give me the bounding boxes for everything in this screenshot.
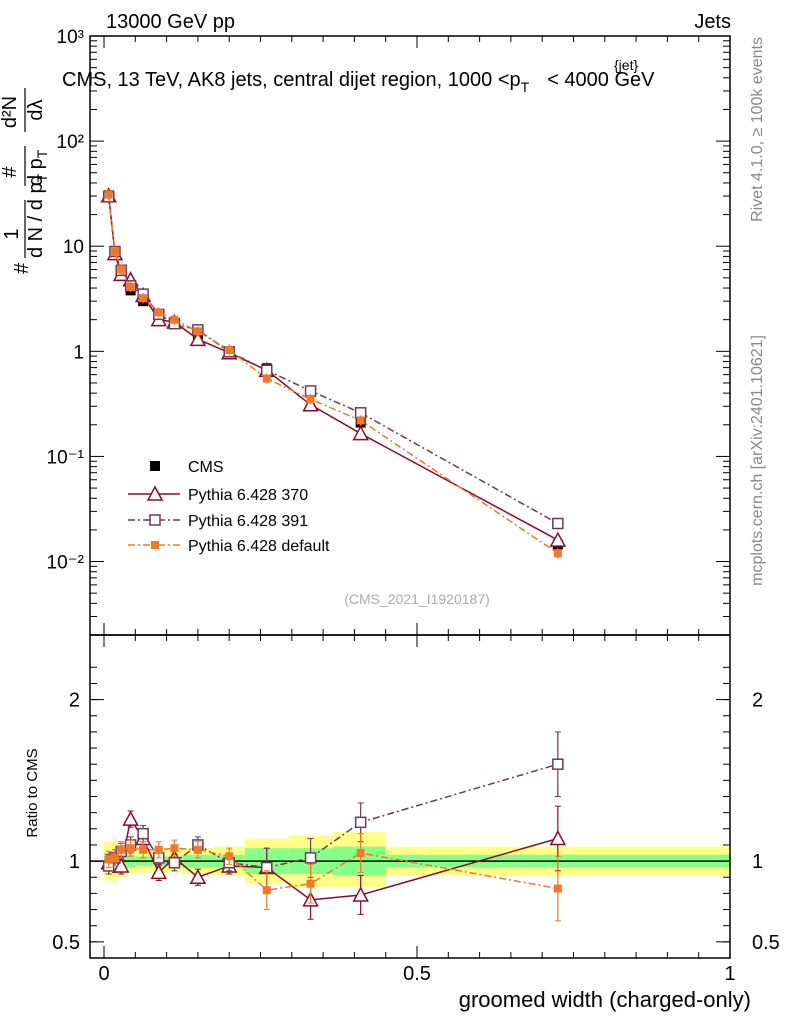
legend: CMS Pythia 6.428 370 Pythia 6.428 391 Py… (128, 459, 330, 555)
x-axis-label: groomed width (charged-only) (459, 987, 751, 1012)
y-tick-label: 10 (63, 237, 84, 258)
ratio-point-2 (304, 852, 317, 864)
legend-label-391: Pythia 6.428 391 (188, 513, 308, 530)
ratio-point-3 (306, 879, 315, 888)
ratio-point-3 (356, 849, 365, 858)
ratio-point-3 (104, 855, 113, 864)
x-tick-label: 0.5 (403, 963, 431, 985)
data-point-3 (104, 190, 113, 199)
ratio-y-right-label: 0.5 (752, 932, 780, 954)
category-label: Jets (694, 11, 731, 33)
series-line-3 (107, 194, 559, 554)
data-point-1 (549, 531, 567, 547)
data-point-2 (552, 517, 564, 530)
analysis-id: (CMS_2021_I1920187) (344, 591, 490, 607)
legend-marker-cms (150, 461, 160, 471)
data-point-3 (306, 395, 315, 404)
main-frame (89, 35, 731, 636)
mcplots-label: mcplots.cern.ch [arXiv:2401.10621] (749, 335, 766, 586)
data-point-3 (553, 549, 562, 558)
main-plot: 10⁻² 10⁻¹ 1 10 10² 10³ (47, 27, 731, 958)
legend-marker-370 (146, 485, 164, 501)
ylabel-num: 1 (1, 228, 23, 239)
y-tick-label: 1 (73, 342, 84, 363)
data-point-3 (126, 282, 135, 291)
x-tick-label: 1 (724, 963, 735, 985)
legend-label-default: Pythia 6.428 default (188, 538, 330, 555)
ratio-y-tick-label: 0.5 (52, 932, 80, 954)
series-line-2 (107, 196, 559, 525)
data-point-3 (262, 374, 271, 383)
chart-title: CMS, 13 TeV, AK8 jets, central dijet reg… (62, 69, 655, 95)
ratio-point-3 (170, 844, 179, 853)
legend-marker-391 (149, 514, 161, 526)
beam-label: 13000 GeV pp (106, 11, 235, 33)
ratio-point-3 (154, 845, 163, 854)
ratio-point-3 (553, 884, 562, 893)
ratio-point-1 (150, 863, 168, 880)
ratio-point-1 (189, 868, 207, 884)
data-point-3 (356, 416, 365, 425)
ratio-point-2 (168, 856, 181, 869)
data-point-3 (154, 308, 163, 317)
ratio-point-3 (139, 845, 148, 854)
y-tick-label: 10² (57, 132, 84, 153)
ylabel-den: d N / d pT (25, 173, 50, 258)
ylabel-den3: dλ (25, 99, 47, 120)
ratio-point-3 (110, 853, 119, 862)
ratio-ylabel: Ratio to CMS (24, 748, 41, 837)
data-point-3 (110, 247, 119, 256)
ratio-point-3 (225, 852, 234, 861)
y-tick-label: 10³ (57, 27, 84, 48)
rivet-version-label: Rivet 4.1.0, ≥ 100k events (749, 37, 766, 222)
data-point-1 (189, 330, 207, 347)
ratio-point-1 (549, 829, 567, 846)
data-point-3 (193, 327, 202, 336)
ylabel-den2: d pT (25, 149, 50, 186)
ratio-point-3 (117, 845, 126, 854)
legend-label-370: Pythia 6.428 370 (188, 487, 308, 504)
data-point-3 (170, 315, 179, 324)
series-line-1 (107, 195, 559, 541)
legend-label-cms: CMS (188, 459, 224, 476)
ratio-point-2 (137, 827, 149, 840)
ratio-y-right-label: 2 (752, 690, 763, 712)
ratio-y-tick-label: 1 (69, 851, 80, 873)
data-point-3 (139, 294, 148, 303)
ratio-y-right-label: 1 (752, 851, 763, 873)
ratio-plot: 0 0.5 1 0.5 0.5 1 1 2 2 (52, 634, 780, 985)
ylabel-hash2: # (0, 166, 21, 178)
ratio-frame (89, 634, 731, 959)
data-point-1 (352, 424, 369, 441)
x-tick-label: 0 (98, 963, 109, 985)
ratio-y-tick-label: 2 (69, 690, 80, 712)
ratio-point-2 (354, 816, 367, 829)
ratio-point-3 (126, 844, 135, 853)
ratio-point-3 (193, 845, 202, 854)
ratio-point-1 (122, 810, 139, 826)
ratio-point-2 (552, 758, 564, 770)
y-tick-label: 10⁻¹ (47, 447, 85, 468)
ratio-point-3 (262, 886, 271, 895)
chart-title-sup: {jet} (614, 57, 638, 73)
data-point-3 (117, 265, 126, 274)
ylabel-hash: # (11, 262, 33, 274)
legend-marker-default (151, 541, 159, 549)
main-ylabel: # 1 d N / d pT # d pT d²N dλ (0, 88, 50, 274)
ylabel-num3: d²N (0, 96, 21, 128)
ratio-point-1 (352, 886, 369, 902)
y-tick-label: 10⁻² (47, 553, 85, 574)
data-point-3 (225, 345, 234, 354)
